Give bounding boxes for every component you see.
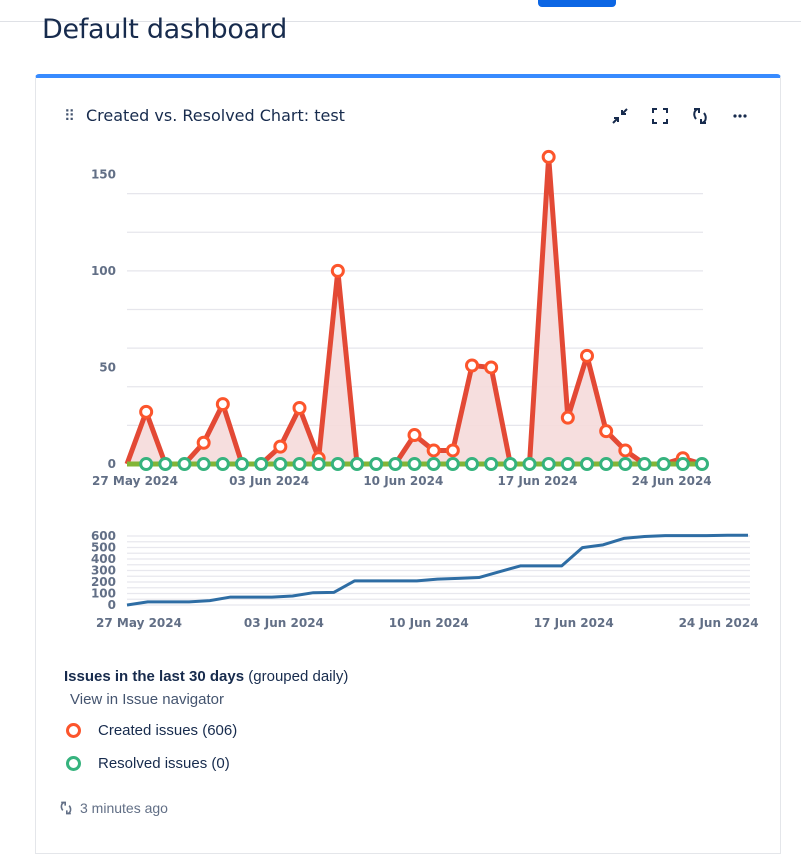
- y-tick-label: 150: [91, 167, 116, 181]
- more-button[interactable]: [728, 104, 752, 128]
- resolved-point: [139, 457, 154, 471]
- topbar-divider: [0, 21, 801, 22]
- resolved-point: [196, 457, 211, 471]
- resolved-point: [580, 457, 594, 471]
- resolved-point: [599, 457, 614, 471]
- created-marker-icon: [66, 723, 81, 738]
- y-tick-label: 200: [91, 575, 116, 589]
- resolved-point: [445, 457, 460, 471]
- x-tick-label: 17 Jun 2024: [534, 616, 614, 630]
- resolved-point: [292, 457, 307, 471]
- y-tick-label: 100: [91, 587, 116, 601]
- drag-handle-icon[interactable]: ⠿: [64, 107, 75, 125]
- created-point: [330, 263, 345, 278]
- refresh-button[interactable]: [688, 104, 712, 128]
- resolved-point: [273, 457, 288, 471]
- created-point: [618, 443, 633, 458]
- y-tick-label: 0: [108, 457, 116, 471]
- y-tick-label: 400: [91, 552, 116, 566]
- top-create-button[interactable]: [538, 0, 616, 7]
- y-tick-label: 600: [91, 529, 116, 543]
- created-point: [599, 424, 614, 439]
- x-tick-label: 17 Jun 2024: [497, 474, 577, 488]
- resolved-point: [522, 457, 537, 471]
- resolved-point: [388, 457, 403, 471]
- created-point: [445, 443, 460, 458]
- y-tick-label: 100: [91, 264, 116, 278]
- created-point: [273, 439, 288, 454]
- legend-subtitle: (grouped daily): [248, 668, 349, 685]
- resolved-point: [426, 457, 441, 471]
- resolved-point: [369, 457, 384, 471]
- legend-created-label: Created issues (606): [98, 722, 238, 739]
- gadget-header: ⠿ Created vs. Resolved Chart: test: [64, 106, 345, 125]
- resolved-point: [637, 457, 652, 471]
- x-tick-label: 10 Jun 2024: [363, 474, 443, 488]
- x-tick-label: 03 Jun 2024: [229, 474, 309, 488]
- resolved-point: [407, 457, 422, 471]
- gadget-footer: 3 minutes ago: [58, 800, 168, 816]
- y-tick-label: 300: [91, 564, 116, 578]
- created-point: [426, 443, 441, 458]
- last-updated: 3 minutes ago: [80, 800, 168, 816]
- created-area: [127, 156, 702, 464]
- created-point: [196, 435, 211, 450]
- resolved-point: [560, 457, 575, 471]
- resolved-point: [675, 457, 690, 471]
- created-point: [292, 400, 307, 415]
- resolved-point: [484, 457, 499, 471]
- resolved-point: [254, 457, 269, 471]
- refresh-icon: [693, 108, 707, 124]
- created-vs-resolved-chart: 0 50 100 150 27 May 2024 03 Jun 2024 10 Jun 20…: [91, 149, 712, 488]
- created-point: [580, 348, 594, 363]
- created-point: [465, 358, 479, 373]
- x-tick-label: 27 May 2024: [96, 616, 182, 630]
- legend-item-created[interactable]: Created issues (606): [64, 722, 348, 739]
- resolved-point: [503, 457, 518, 471]
- y-tick-label: 0: [108, 598, 116, 612]
- x-tick-label: 24 Jun 2024: [632, 474, 712, 488]
- y-tick-label: 500: [91, 541, 116, 555]
- legend-resolved-label: Resolved issues (0): [98, 755, 230, 772]
- x-tick-label: 10 Jun 2024: [389, 616, 469, 630]
- minimize-icon: [612, 108, 628, 124]
- y-tick-label: 50: [99, 360, 116, 374]
- resolved-marker-icon: [66, 756, 81, 771]
- resolved-point: [656, 457, 671, 471]
- resolved-point: [618, 457, 633, 471]
- page-title: Default dashboard: [42, 14, 287, 45]
- created-point: [139, 404, 154, 419]
- resolved-point: [235, 457, 249, 471]
- minimize-button[interactable]: [608, 104, 632, 128]
- resolved-point: [215, 457, 230, 471]
- resolved-point: [158, 457, 173, 471]
- resolved-point: [541, 457, 556, 471]
- gadget-title: Created vs. Resolved Chart: test: [86, 106, 345, 125]
- refresh-small-icon: [60, 801, 72, 815]
- created-point: [560, 410, 575, 425]
- view-in-issue-navigator-link[interactable]: View in Issue navigator: [70, 691, 224, 708]
- more-icon: [733, 114, 747, 118]
- chart-legend: Issues in the last 30 days (grouped dail…: [64, 668, 348, 772]
- gadget-actions: [608, 104, 752, 128]
- created-point: [407, 428, 422, 443]
- created-point: [484, 360, 499, 375]
- legend-item-resolved[interactable]: Resolved issues (0): [64, 755, 348, 772]
- resolved-point: [311, 457, 326, 471]
- resolved-point: [695, 457, 709, 471]
- x-tick-label: 24 Jun 2024: [679, 616, 759, 630]
- fullscreen-icon: [652, 108, 668, 124]
- fullscreen-button[interactable]: [648, 104, 672, 128]
- x-tick-label: 03 Jun 2024: [244, 616, 324, 630]
- created-point: [215, 397, 230, 412]
- x-tick-label: 27 May 2024: [92, 474, 178, 488]
- created-point: [541, 149, 556, 164]
- cumulative-line: [126, 533, 748, 607]
- legend-title: Issues in the last 30 days: [64, 668, 245, 685]
- resolved-point: [177, 457, 192, 471]
- resolved-point: [350, 457, 364, 471]
- resolved-point: [330, 457, 345, 471]
- resolved-point: [465, 457, 479, 471]
